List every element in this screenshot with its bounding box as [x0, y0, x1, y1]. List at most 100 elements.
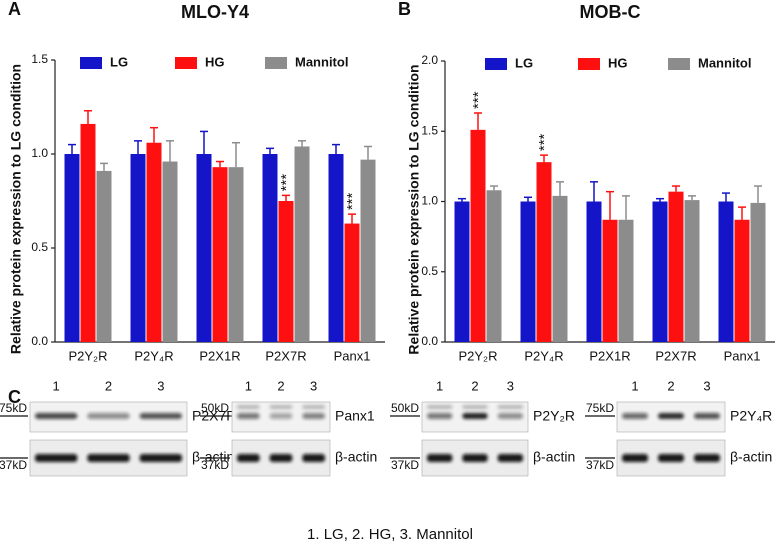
x-tick-label: P2Y₄R: [524, 348, 563, 363]
error-bar: [348, 213, 356, 224]
error-bar: [232, 141, 240, 168]
panel-label: B: [398, 0, 411, 19]
loading-label: β-actin: [192, 449, 234, 465]
band: [462, 405, 488, 409]
legend-label: Mannitol: [295, 54, 348, 69]
bar: [228, 167, 244, 342]
error-bar: [364, 145, 372, 160]
error-bar: [150, 126, 158, 143]
blot: [421, 401, 529, 477]
error-bar: [474, 112, 482, 130]
error-bar: [134, 140, 142, 154]
blot: [231, 401, 331, 477]
x-tick-label: P2Y₄R: [134, 348, 173, 363]
band: [497, 454, 523, 462]
chart-title: MOB-C: [580, 2, 641, 22]
marker-label: 37kD: [391, 458, 419, 472]
x-tick-label: P2X7R: [265, 348, 306, 363]
error-bar: [672, 185, 680, 192]
bar: [344, 223, 360, 342]
band: [87, 454, 130, 462]
band: [237, 454, 260, 462]
band: [35, 454, 78, 462]
protein-label: P2Y₂R: [533, 408, 575, 424]
legend-swatch: [578, 58, 600, 70]
error-bar: [738, 206, 746, 220]
bar: [586, 201, 602, 342]
band: [269, 454, 293, 462]
bar: [262, 154, 278, 342]
bar: [196, 154, 212, 342]
bar: [64, 154, 80, 342]
marker-label: 37kD: [201, 458, 229, 472]
band: [462, 454, 488, 462]
panel-label: A: [8, 0, 21, 19]
band: [87, 413, 130, 419]
error-bar: [84, 110, 92, 124]
lane-number: 1: [245, 378, 252, 393]
marker-label: 50kD: [391, 401, 419, 415]
lane-number: 3: [157, 378, 164, 393]
bar: [486, 190, 502, 342]
band: [694, 413, 720, 419]
x-tick-label: P2X7R: [655, 348, 696, 363]
significance-label: ***: [470, 91, 487, 109]
loading-label: β-actin: [533, 449, 575, 465]
x-tick-label: Panx1: [334, 348, 371, 363]
blot: [29, 401, 188, 477]
lane-number: 2: [667, 378, 674, 393]
significance-label: ***: [344, 192, 361, 210]
legend-label: HG: [205, 54, 225, 69]
bar: [750, 202, 766, 342]
bar: [360, 159, 376, 342]
bar: [212, 167, 228, 342]
error-bar: [722, 192, 730, 202]
legend-label: HG: [608, 55, 628, 70]
band: [139, 454, 182, 462]
bar: [146, 142, 162, 342]
y-tick-label: 1.5: [421, 123, 438, 137]
bar: [278, 201, 294, 342]
band: [35, 413, 78, 419]
y-tick-label: 0.0: [421, 334, 438, 348]
loading-label: β-actin: [730, 449, 772, 465]
band: [658, 413, 684, 419]
marker-label: 50kD: [201, 401, 229, 415]
legend-swatch: [485, 58, 507, 70]
band: [302, 454, 325, 462]
band: [427, 454, 453, 462]
bar: [294, 146, 310, 342]
legend-swatch: [175, 57, 197, 69]
error-bar: [166, 140, 174, 162]
band: [497, 405, 523, 409]
error-bar: [540, 154, 548, 163]
bar: [454, 201, 470, 342]
lane-number: 2: [105, 378, 112, 393]
x-tick-label: P2X1R: [199, 348, 240, 363]
lane-number: 3: [703, 378, 710, 393]
error-bar: [622, 195, 630, 220]
bar: [684, 200, 700, 342]
error-bar: [688, 195, 696, 201]
bar: [536, 162, 552, 342]
y-tick-label: 2.0: [421, 53, 438, 67]
error-bar: [458, 197, 466, 202]
band: [497, 413, 523, 419]
error-bar: [606, 190, 614, 220]
lane-number: 2: [471, 378, 478, 393]
bar: [520, 201, 536, 342]
x-tick-label: P2X1R: [589, 348, 630, 363]
lane-number: 2: [277, 378, 284, 393]
marker-label: 75kD: [586, 401, 614, 415]
band: [622, 413, 648, 419]
y-tick-label: 1.5: [31, 52, 48, 66]
y-axis-label: Relative protein expression to LG condit…: [406, 64, 422, 354]
y-axis-label: Relative protein expression to LG condit…: [8, 64, 24, 354]
error-bar: [298, 140, 306, 147]
error-bar: [200, 130, 208, 154]
marker-label: 37kD: [586, 458, 614, 472]
lane-number: 1: [53, 378, 60, 393]
bar: [718, 201, 734, 342]
error-bar: [754, 185, 762, 203]
